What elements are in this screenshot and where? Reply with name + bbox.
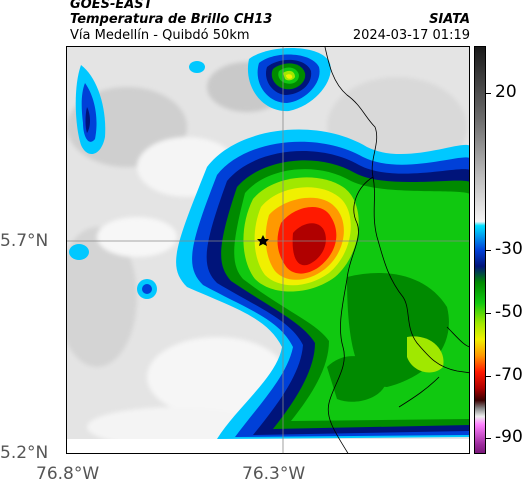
- colorbar-tick: [486, 250, 491, 251]
- longitude-label: 76.8°W: [36, 464, 100, 484]
- organization-label: SIATA: [429, 12, 470, 27]
- colorbar: [474, 46, 486, 454]
- colorbar-label: -50: [495, 301, 523, 322]
- colorbar-tick: [486, 438, 491, 440]
- chart-subtitle: Vía Medellín - Quibdó 50km: [70, 28, 250, 43]
- brightness-temperature-field: [67, 47, 469, 453]
- longitude-label: 76.3°W: [242, 464, 306, 484]
- chart-title: Temperatura de Brillo CH13: [70, 12, 273, 27]
- border-line: [324, 47, 469, 374]
- colorbar-label: -70: [495, 364, 523, 385]
- latitude-label: 5.2°N: [0, 443, 49, 463]
- latitude-label: 5.7°N: [0, 231, 49, 251]
- colorbar-tick: [486, 375, 491, 377]
- border-line: [327, 176, 374, 453]
- colorbar-tick: [486, 312, 491, 314]
- datetime-label: 2024-03-17 01:19: [352, 28, 470, 43]
- colorbar-label: -90: [495, 427, 523, 448]
- location-star-icon[interactable]: [257, 235, 269, 246]
- colorbar-label: -30: [495, 239, 523, 259]
- satellite-map[interactable]: [66, 46, 470, 454]
- colorbar-tick: [486, 93, 491, 95]
- colorbar-label: 20: [495, 82, 517, 103]
- source-label: GOES-EAST: [70, 0, 153, 12]
